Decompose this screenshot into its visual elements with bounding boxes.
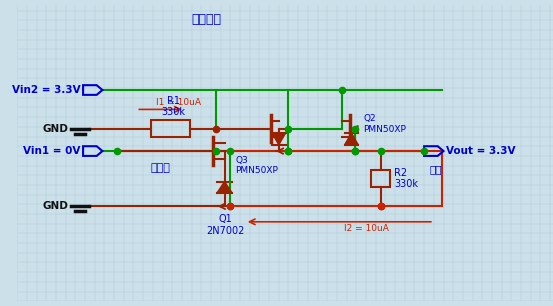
Text: R2
330k: R2 330k bbox=[394, 168, 418, 189]
Text: R1
330k: R1 330k bbox=[161, 95, 185, 117]
Text: Vin1 = 0V: Vin1 = 0V bbox=[23, 146, 80, 156]
Polygon shape bbox=[217, 181, 232, 193]
Text: 主电源: 主电源 bbox=[150, 163, 170, 173]
Text: 输出: 输出 bbox=[430, 165, 442, 175]
Text: I1 = 10uA: I1 = 10uA bbox=[156, 99, 201, 107]
Polygon shape bbox=[345, 133, 358, 145]
Text: Q1
2N7002: Q1 2N7002 bbox=[206, 214, 244, 236]
Text: Q2
PMN50XP: Q2 PMN50XP bbox=[363, 114, 406, 134]
Bar bbox=[151, 120, 190, 137]
Text: Vout = 3.3V: Vout = 3.3V bbox=[446, 146, 516, 156]
Text: 外部电源: 外部电源 bbox=[191, 13, 221, 25]
Bar bbox=[371, 170, 390, 187]
Text: GND: GND bbox=[43, 124, 69, 134]
Polygon shape bbox=[272, 133, 285, 145]
Text: Q3
PMN50XP: Q3 PMN50XP bbox=[235, 156, 278, 175]
Text: GND: GND bbox=[43, 201, 69, 211]
Text: I2 = 10uA: I2 = 10uA bbox=[343, 224, 388, 233]
Text: Vin2 = 3.3V: Vin2 = 3.3V bbox=[12, 85, 80, 95]
